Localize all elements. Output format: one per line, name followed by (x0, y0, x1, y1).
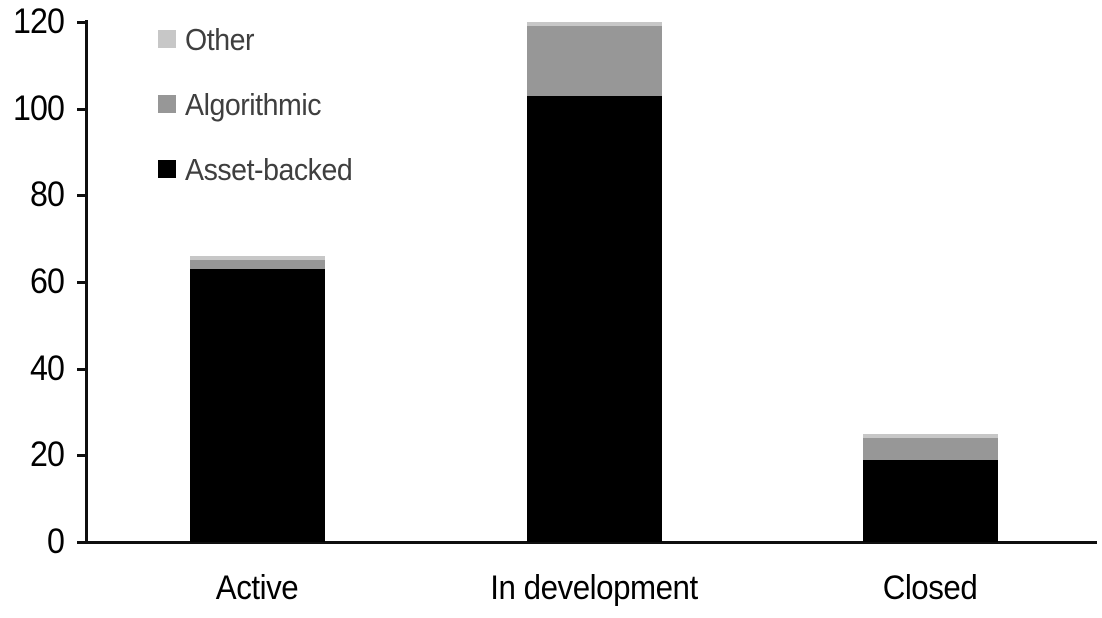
y-tick-label: 60 (30, 262, 65, 301)
y-axis-tick (77, 367, 85, 371)
x-category-label: In development (490, 569, 698, 607)
bar-segment-algorithmic (862, 438, 998, 460)
legend-swatch-icon (158, 30, 176, 48)
bar-segment-algorithmic (189, 260, 325, 269)
bar-segment-other (526, 22, 662, 27)
y-axis-tick (77, 194, 85, 198)
x-category-label: Closed (882, 569, 978, 607)
y-axis-tick (77, 454, 85, 458)
bar-segment-algorithmic (526, 26, 662, 96)
legend-item-algorithmic: Algorithmic (158, 89, 367, 120)
y-axis-tick (77, 107, 85, 111)
bar-segment-other (189, 256, 325, 261)
legend-swatch-icon (158, 95, 176, 113)
x-axis-line (85, 541, 1097, 544)
bar-segment-other (862, 433, 998, 438)
y-tick-label: 100 (13, 88, 65, 128)
chart-legend: Other Algorithmic Asset-backed (158, 24, 367, 222)
y-tick-label: 80 (30, 175, 65, 215)
legend-swatch-icon (158, 160, 176, 178)
y-axis-tick (77, 21, 85, 24)
y-axis-tick (77, 541, 85, 544)
legend-label: Other (185, 21, 255, 57)
y-tick-label: 40 (30, 348, 65, 388)
y-tick-label: 20 (30, 435, 65, 475)
legend-item-other: Other (158, 24, 367, 55)
y-axis-line (85, 20, 88, 544)
legend-item-asset-backed: Asset-backed (158, 154, 367, 185)
y-axis-tick (77, 281, 85, 284)
bar-segment-asset-backed (862, 459, 998, 542)
y-tick-label: 120 (13, 2, 65, 41)
legend-label: Asset-backed (185, 151, 353, 187)
legend-label: Algorithmic (185, 86, 322, 122)
bar-segment-asset-backed (189, 269, 325, 542)
x-category-label: Active (215, 569, 299, 607)
bar-segment-asset-backed (526, 95, 662, 542)
y-tick-label: 0 (47, 522, 65, 561)
